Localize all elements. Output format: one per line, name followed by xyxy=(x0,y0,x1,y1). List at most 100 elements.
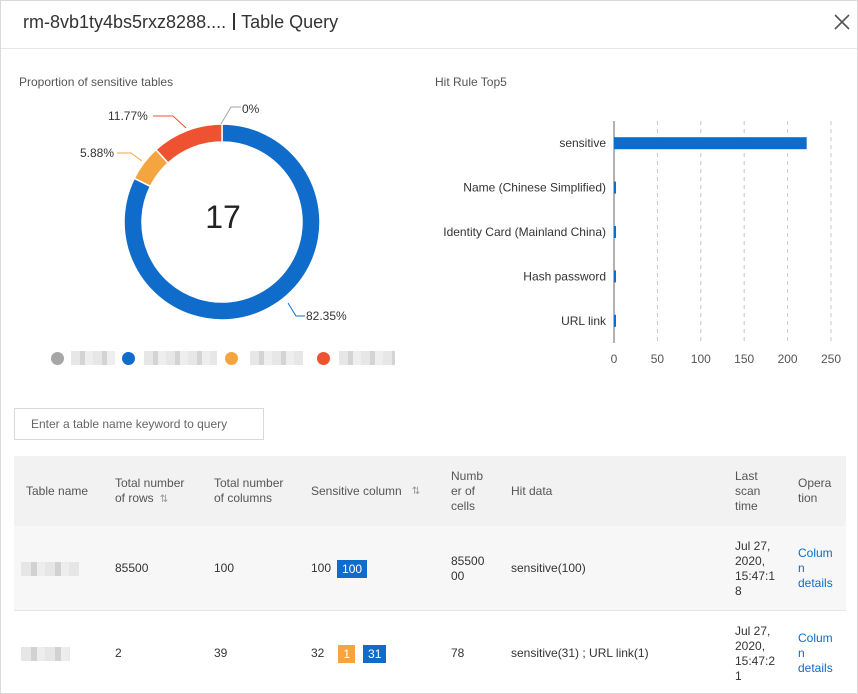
close-button[interactable] xyxy=(831,11,853,33)
cell-columns: 100 xyxy=(214,561,235,575)
col-header-table-name: Table name xyxy=(26,483,89,498)
col-header-scan-text: time xyxy=(735,498,758,513)
cell-hit-data: sensitive(31) ; URL link(1) xyxy=(511,646,649,660)
bar-1[interactable] xyxy=(614,181,616,194)
y-category-label: sensitive xyxy=(559,136,606,150)
cell-cells-text: 00 xyxy=(451,568,465,583)
column-details-text: Colum xyxy=(798,546,833,560)
col-header-rows-text: Total number xyxy=(115,475,185,490)
column-details-link[interactable]: Colum n details xyxy=(798,526,833,611)
bar-4[interactable] xyxy=(614,314,616,327)
col-header-rows-text: of rows xyxy=(115,490,154,505)
cell-columns: 39 xyxy=(214,646,228,660)
col-header-scan-text: scan xyxy=(735,483,761,498)
scan-time-text: 15:47:2 xyxy=(735,653,776,668)
legend-label-redacted xyxy=(339,351,395,365)
sensitive-badge: 31 xyxy=(363,644,387,663)
table-name-redacted xyxy=(21,526,79,611)
title-separator xyxy=(233,13,236,30)
donut-slice-red[interactable] xyxy=(154,123,223,164)
scan-time-text: Jul 27, xyxy=(735,538,771,553)
col-header-operation-text: tion xyxy=(798,491,818,505)
col-header-cells-text: cells xyxy=(451,498,476,513)
close-icon xyxy=(834,14,850,30)
x-tick-label: 50 xyxy=(651,352,665,366)
bar-3[interactable] xyxy=(614,270,616,283)
instance-id: rm-8vb1ty4bs5rxz8288.... xyxy=(23,12,227,32)
legend-dot-icon xyxy=(122,352,135,365)
col-header-cells-text: Numb xyxy=(451,468,484,483)
table-row: 2 39 32 1 31 78 sensitive(31) ; URL link… xyxy=(14,611,846,693)
col-header-rows[interactable]: Total number of rows ⇅ xyxy=(115,456,184,526)
bar-2[interactable] xyxy=(614,226,616,238)
column-details-text: n xyxy=(798,561,805,575)
legend-dot-icon xyxy=(317,352,330,365)
cell-cells: 85500 00 xyxy=(451,526,484,611)
leader-line xyxy=(153,115,187,129)
table-header: Table name Total number of rows ⇅ Total nu… xyxy=(14,456,846,526)
donut-slice-blue[interactable] xyxy=(123,123,321,321)
sort-icon[interactable]: ⇅ xyxy=(159,493,169,505)
sensitive-count: 32 xyxy=(311,646,325,660)
dialog-title-text: Table Query xyxy=(241,12,339,32)
legend-label-redacted xyxy=(71,351,115,365)
cell-scan-time: Jul 27, 2020, 15:47:2 1 xyxy=(735,611,776,693)
col-header-operation-text: Opera xyxy=(798,476,832,490)
column-details-text: Colum xyxy=(798,631,833,645)
table-name-redacted xyxy=(21,611,70,693)
scan-time-text: 1 xyxy=(735,668,742,683)
col-header-columns: Total number of columns xyxy=(214,456,283,526)
leader-line xyxy=(220,106,241,125)
y-category-label: Hash password xyxy=(523,269,606,283)
sensitive-tables-donut xyxy=(117,106,321,321)
slice-label-gray: 0% xyxy=(242,102,260,116)
scan-time-text: 15:47:1 xyxy=(735,568,776,583)
col-header-cells-text: er of xyxy=(451,483,476,498)
bar-chart-title: Hit Rule Top5 xyxy=(435,75,507,89)
col-header-scan-text: Last xyxy=(735,468,758,483)
x-tick-label: 150 xyxy=(734,352,754,366)
col-header-hit-data: Hit data xyxy=(511,483,553,498)
dialog-title: rm-8vb1ty4bs5rxz8288.... Table Query xyxy=(23,12,338,33)
cell-cells: 78 xyxy=(451,646,465,660)
url-link-badge: 1 xyxy=(338,644,356,663)
legend-label-redacted xyxy=(250,351,303,365)
leader-line xyxy=(287,302,305,317)
sensitive-badge: 100 xyxy=(337,559,368,578)
hit-rule-bar-chart: 0 50 100 150 200 250 sensitive Name (Chinese Si… xyxy=(443,121,841,366)
sort-icon[interactable]: ⇅ xyxy=(411,485,421,497)
column-details-text: n xyxy=(798,646,805,660)
legend-dot-icon xyxy=(225,352,238,365)
x-tick-label: 200 xyxy=(778,352,798,366)
scan-time-text: Jul 27, xyxy=(735,623,771,638)
bar-0[interactable] xyxy=(614,137,807,150)
col-header-sensitive[interactable]: Sensitive column ⇅ xyxy=(311,456,420,526)
column-details-text: details xyxy=(798,576,833,590)
dialog-header: rm-8vb1ty4bs5rxz8288.... Table Query xyxy=(1,1,857,49)
x-tick-label: 0 xyxy=(611,352,618,366)
cell-sensitive: 32 1 31 xyxy=(311,611,387,693)
col-header-cells: Numb er of cells xyxy=(451,456,483,526)
y-category-label: Identity Card (Mainland China) xyxy=(443,225,606,239)
column-details-link[interactable]: Colum n details xyxy=(798,611,833,693)
sensitive-count: 100 xyxy=(311,561,332,575)
table-row: 85500 100 100 100 85500 00 sensitive(100)… xyxy=(14,526,846,611)
cell-sensitive: 100 100 xyxy=(311,526,368,611)
scan-time-text: 8 xyxy=(735,583,742,598)
legend-label-redacted xyxy=(144,351,217,365)
table-list: Table name Total number of rows ⇅ Total nu… xyxy=(14,456,846,693)
donut-title: Proportion of sensitive tables xyxy=(19,75,174,89)
col-header-operation: Opera tion xyxy=(798,456,831,526)
column-details-text: details xyxy=(798,661,833,675)
legend-dot-icon xyxy=(51,352,64,365)
scan-time-text: 2020, xyxy=(735,553,766,568)
leader-line xyxy=(117,152,143,162)
donut-total: 17 xyxy=(205,199,241,235)
col-header-scan-time: Last scan time xyxy=(735,456,760,526)
slice-label-blue: 82.35% xyxy=(306,309,347,323)
table-search-input[interactable] xyxy=(14,408,264,440)
cell-cells-text: 85500 xyxy=(451,553,485,568)
col-header-columns-text: of columns xyxy=(214,491,273,505)
scan-time-text: 2020, xyxy=(735,638,766,653)
